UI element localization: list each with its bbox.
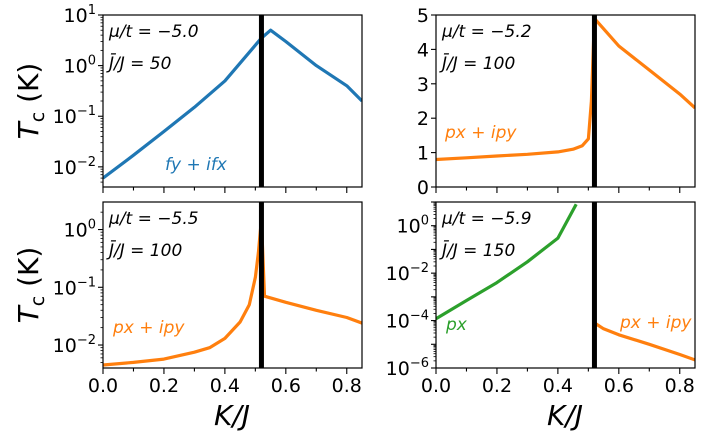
panel-top-left: 10−2 10−1 100 101 μ/t = −5.0 J̄/J = 50 fy + if… [53, 3, 363, 193]
x-tick-label: 0.2 [482, 375, 512, 397]
y-tick-label: 10−1 [53, 275, 96, 299]
panel-frame [102, 201, 363, 369]
panel-frame [435, 201, 696, 369]
series-line-orange [593, 321, 695, 362]
series-label-blue: fy + ifx [165, 155, 228, 175]
y-tick-label: 10−2 [386, 261, 429, 285]
x-axis-label: K/J [214, 399, 250, 432]
annotation-ratio: J̄/J = 100 [439, 52, 515, 74]
x-tick-label: 0.0 [421, 375, 451, 397]
series-line-blue [103, 28, 362, 180]
x-tick-label: 0.8 [665, 375, 695, 397]
series-line-orange [436, 16, 695, 162]
series-label-orange: px + ipy [112, 318, 185, 338]
annotation-mu: μ/t = −5.2 [441, 22, 532, 42]
y-tick-label: 3 [417, 74, 429, 96]
x-tick-label: 0.6 [604, 375, 634, 397]
y-axis-label-bottom: Tc (K) [12, 247, 49, 324]
y-tick-label: 100 [64, 218, 96, 242]
y-tick-label: 10−1 [53, 104, 96, 128]
y-tick-label: 101 [64, 3, 96, 27]
x-axis-label: K/J [547, 399, 583, 432]
y-tick-label: 100 [64, 54, 96, 78]
x-tick-label: 0.4 [543, 375, 573, 397]
panel-top-right: 0 1 2 3 4 5 μ/t = −5.2 J̄/J = 100 px + ipy [417, 5, 696, 199]
x-tick-label: 0.2 [149, 375, 179, 397]
annotation-ratio: J̄/J = 150 [439, 239, 515, 261]
x-tick-label: 0.0 [88, 375, 118, 397]
annotation-ratio: J̄/J = 100 [106, 239, 182, 261]
panel-frame [435, 14, 696, 188]
annotation-mu: μ/t = −5.9 [441, 209, 532, 229]
series-label-green: px [445, 315, 468, 335]
series-label-orange: px + ipy [619, 313, 692, 333]
annotation-mu: μ/t = −5.0 [108, 22, 199, 42]
x-tick-label: 0.6 [271, 375, 301, 397]
y-tick-label: 5 [417, 5, 429, 27]
y-tick-label: 1 [417, 143, 429, 165]
series-line-orange [103, 217, 362, 367]
y-tick-label: 0 [417, 177, 429, 199]
annotation-mu: μ/t = −5.5 [108, 209, 199, 229]
y-axis-label-top: Tc (K) [12, 63, 49, 140]
y-tick-label: 4 [417, 39, 429, 61]
annotation-ratio: J̄/J = 50 [106, 52, 171, 74]
y-tick-label: 2 [417, 108, 429, 130]
series-line-green [436, 203, 578, 321]
y-tick-label: 100 [397, 214, 429, 238]
y-tick-label: 10−2 [53, 155, 96, 179]
y-tick-label: 10−2 [53, 333, 96, 357]
panel-bottom-left: 0.0 0.2 0.4 0.6 0.8 10−2 10−1 100 μ/t = −5.5 J̄/J… [53, 201, 363, 397]
x-tick-label: 0.4 [210, 375, 240, 397]
x-tick-label: 0.8 [332, 375, 362, 397]
series-label-orange: px + ipy [444, 123, 517, 143]
y-tick-label: 10−4 [386, 309, 429, 333]
